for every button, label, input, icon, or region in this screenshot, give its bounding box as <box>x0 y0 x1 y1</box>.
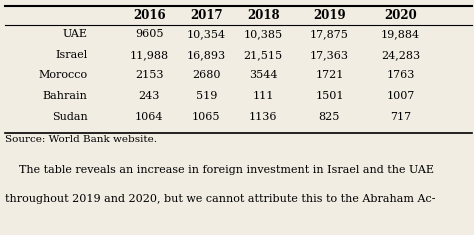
Text: 2018: 2018 <box>247 9 279 22</box>
Text: 21,515: 21,515 <box>244 50 283 60</box>
Text: 1064: 1064 <box>135 112 164 122</box>
Text: UAE: UAE <box>63 29 88 39</box>
Text: 24,283: 24,283 <box>381 50 420 60</box>
Text: 825: 825 <box>319 112 340 122</box>
Text: 2019: 2019 <box>313 9 346 22</box>
Text: 1763: 1763 <box>386 70 415 80</box>
Text: 243: 243 <box>138 91 160 101</box>
Text: 1007: 1007 <box>386 91 415 101</box>
Text: 11,988: 11,988 <box>130 50 169 60</box>
Text: 2017: 2017 <box>190 9 222 22</box>
Text: Morocco: Morocco <box>38 70 88 80</box>
Text: 2016: 2016 <box>133 9 165 22</box>
Text: Source: World Bank website.: Source: World Bank website. <box>5 135 157 144</box>
Text: 519: 519 <box>195 91 217 101</box>
Text: 111: 111 <box>252 91 274 101</box>
Text: Bahrain: Bahrain <box>43 91 88 101</box>
Text: 2153: 2153 <box>135 70 164 80</box>
Text: 2020: 2020 <box>384 9 417 22</box>
Text: 3544: 3544 <box>249 70 277 80</box>
Text: 1136: 1136 <box>249 112 277 122</box>
Text: The table reveals an increase in foreign investment in Israel and the UAE: The table reveals an increase in foreign… <box>5 165 434 175</box>
Text: 10,354: 10,354 <box>187 29 226 39</box>
Text: throughout 2019 and 2020, but we cannot attribute this to the Abraham Ac-: throughout 2019 and 2020, but we cannot … <box>5 194 435 204</box>
Text: 2680: 2680 <box>192 70 220 80</box>
Text: 1721: 1721 <box>315 70 344 80</box>
Text: 717: 717 <box>390 112 411 122</box>
Text: 19,884: 19,884 <box>381 29 420 39</box>
Text: 10,385: 10,385 <box>244 29 283 39</box>
Text: 1065: 1065 <box>192 112 220 122</box>
Text: 17,363: 17,363 <box>310 50 349 60</box>
Text: 17,875: 17,875 <box>310 29 349 39</box>
Text: 9605: 9605 <box>135 29 164 39</box>
Text: 1501: 1501 <box>315 91 344 101</box>
Text: Israel: Israel <box>55 50 88 60</box>
Text: 16,893: 16,893 <box>187 50 226 60</box>
Text: Sudan: Sudan <box>52 112 88 122</box>
